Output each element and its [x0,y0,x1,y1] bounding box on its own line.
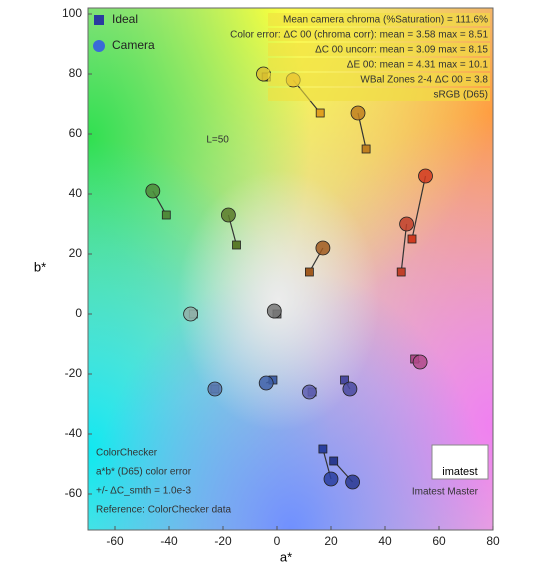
annotation: Mean camera chroma (%Saturation) = 111.6… [283,15,488,26]
annotation: sRGB (D65) [434,90,488,101]
annotation: Color error: ΔC 00 (chroma corr): mean =… [230,30,488,41]
error-line [400,223,408,273]
x-tick-label: -20 [214,534,232,548]
ideal-marker [232,240,241,250]
camera-marker [266,303,282,319]
x-tick-label: 80 [486,534,500,548]
annotation: WBal Zones 2-4 ΔC 00 = 3.8 [360,75,488,86]
camera-marker [350,105,366,121]
y-tick-label: 80 [69,66,83,80]
y-tick-label: 60 [69,126,83,140]
camera-marker [342,381,358,397]
x-tick-label: 20 [324,534,338,548]
note: Reference: ColorChecker data [96,505,232,516]
ideal-marker [407,234,417,244]
x-tick-label: 40 [378,534,392,548]
camera-marker [418,168,433,184]
camera-marker [301,384,317,400]
camera-marker [412,354,428,370]
annotation-bg [268,58,490,71]
y-tick-label: 20 [69,246,83,260]
x-tick-label: -40 [160,534,178,548]
annotation-bg [268,28,490,41]
ideal-marker [361,144,371,154]
camera-marker [399,216,415,232]
camera-marker [315,240,331,256]
lightness-label: L=50 [206,135,229,146]
x-axis-label: a* [280,549,292,564]
y-tick-label: 0 [75,306,82,320]
product-name: Imatest Master [412,487,479,498]
ideal-marker [396,267,406,277]
y-tick-label: -60 [65,486,83,500]
x-tick-label: 0 [274,534,281,548]
ideal-marker [304,267,314,277]
y-tick-label: -40 [65,426,83,440]
y-tick-label: 40 [69,186,83,200]
note: +/- ΔC_smth = 1.0e-3 [96,486,191,497]
ideal-marker [318,444,328,454]
ideal-marker [161,210,171,220]
logo: imatest [442,466,477,478]
x-tick-label: -60 [106,534,124,548]
ideal-marker [329,456,339,466]
annotation-bg [268,43,490,56]
legend-marker [93,40,105,52]
logo-box [431,444,489,480]
y-axis-label: b* [34,259,46,274]
annotation-bg [268,88,490,101]
y-tick-label: -20 [65,366,83,380]
camera-marker [207,381,223,397]
annotation-bg [268,13,490,26]
camera-marker [220,207,236,223]
camera-marker [323,471,339,487]
annotation: ΔE 00: mean = 4.31 max = 10.1 [347,60,489,71]
camera-marker [183,306,199,322]
note: ColorChecker [96,448,158,459]
note: a*b* (D65) color error [96,467,192,478]
error-line [411,175,427,240]
legend-label: Ideal [112,12,138,26]
camera-marker [345,474,361,490]
annotation-bg [268,73,490,86]
y-tick-label: 100 [62,6,82,20]
camera-marker [145,183,161,199]
ideal-marker [315,108,325,118]
legend-label: Camera [112,38,155,52]
annotation: ΔC 00 uncorr: mean = 3.09 max = 8.15 [315,45,488,56]
x-tick-label: 60 [432,534,446,548]
legend-marker [94,15,104,25]
camera-marker [258,375,274,391]
